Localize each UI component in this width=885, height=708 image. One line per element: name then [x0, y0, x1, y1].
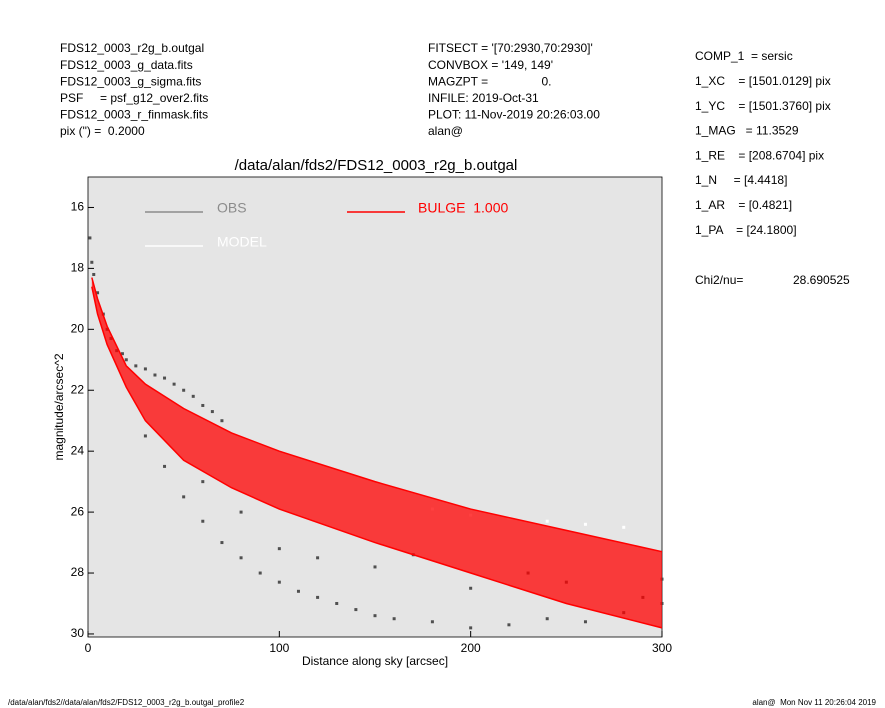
data-point: [134, 364, 138, 368]
data-point: [210, 410, 214, 414]
data-point: [430, 620, 434, 624]
model-band: [91, 277, 663, 628]
data-point: [507, 623, 511, 627]
data-point: [277, 547, 281, 551]
band-upper-edge: [91, 277, 663, 553]
data-point: [373, 614, 377, 618]
y-tick-label: 20: [71, 321, 85, 335]
data-point: [316, 556, 320, 560]
data-point: [296, 589, 300, 593]
data-point: [96, 291, 100, 295]
data-point: [172, 382, 176, 386]
y-tick-label: 24: [71, 443, 85, 457]
y-tick-label: 16: [71, 200, 85, 214]
header-middle-line: PLOT: 11-Nov-2019 20:26:03.00: [428, 108, 600, 122]
x-tick-label: 0: [85, 641, 92, 655]
data-point: [354, 608, 358, 612]
data-point: [316, 595, 320, 599]
data-point: [88, 236, 92, 240]
band-lower-edge: [91, 286, 663, 629]
header-left-line: FDS12_0003_g_data.fits: [60, 58, 193, 72]
data-point: [163, 376, 167, 380]
x-tick-label: 100: [269, 641, 289, 655]
header-left-line: FDS12_0003_r2g_b.outgal: [60, 41, 204, 55]
data-point: [201, 403, 205, 407]
fit-parameter: 1_N = [4.4418]: [695, 173, 787, 187]
data-point: [153, 373, 157, 377]
data-point: [258, 571, 262, 575]
data-point: [469, 626, 473, 630]
header-middle-line: MAGZPT = 0.: [428, 74, 551, 88]
data-point: [583, 620, 587, 624]
chart-title: /data/alan/fds2/FDS12_0003_r2g_b.outgal: [235, 157, 518, 174]
data-point: [373, 565, 377, 569]
data-point: [163, 464, 167, 468]
footer-path: /data/alan/fds2//data/alan/fds2/FDS12_00…: [8, 698, 245, 707]
fit-parameter: 1_RE = [208.6704] pix: [695, 148, 824, 162]
data-point: [220, 419, 224, 423]
data-point: [335, 601, 339, 605]
data-point: [92, 272, 96, 276]
data-point: [392, 617, 396, 621]
data-point: [622, 525, 626, 529]
y-tick-label: 28: [71, 565, 85, 579]
header-left-line: PSF = psf_g12_over2.fits: [60, 91, 208, 105]
header-left-line: FDS12_0003_r_finmask.fits: [60, 108, 208, 122]
data-point: [545, 519, 549, 523]
legend-label: BULGE 1.000: [418, 200, 508, 216]
fit-parameter: 1_AR = [0.4821]: [695, 198, 792, 212]
legend-label: OBS: [217, 200, 247, 216]
data-point: [239, 510, 243, 514]
header-middle-line: alan@: [428, 124, 463, 138]
header-middle-line: INFILE: 2019-Oct-31: [428, 91, 539, 105]
data-point: [182, 388, 186, 392]
chi2-value: 28.690525: [793, 273, 850, 287]
fit-parameter: 1_MAG = 11.3529: [695, 124, 799, 138]
data-point: [201, 480, 205, 484]
header-middle-line: CONVBOX = '149, 149': [428, 58, 553, 72]
fit-parameter: 1_PA = [24.1800]: [695, 223, 797, 237]
y-axis-label: magnitude/arcsec^2: [52, 353, 66, 460]
data-point: [120, 352, 124, 356]
header-left-line: FDS12_0003_g_sigma.fits: [60, 74, 201, 88]
x-tick-label: 300: [652, 641, 672, 655]
header-middle-line: FITSECT = '[70:2930,70:2930]': [428, 41, 593, 55]
data-point: [220, 541, 224, 545]
data-point: [277, 580, 281, 584]
data-point: [469, 586, 473, 590]
data-point: [143, 434, 147, 438]
footer-stamp: alan@ Mon Nov 11 20:26:04 2019: [752, 698, 876, 707]
data-point: [545, 617, 549, 621]
data-point: [143, 367, 147, 371]
header-left-line: pix (") = 0.2000: [60, 124, 145, 138]
chi2-label: Chi2/nu=: [695, 273, 743, 287]
y-tick-label: 18: [71, 261, 85, 275]
fit-parameter: 1_XC = [1501.0129] pix: [695, 74, 831, 88]
fit-parameter: 1_YC = [1501.3760] pix: [695, 99, 831, 113]
data-point: [191, 394, 195, 398]
y-tick-label: 26: [71, 504, 85, 518]
y-tick-label: 22: [71, 382, 85, 396]
legend-label: MODEL: [217, 234, 267, 250]
data-point: [201, 519, 205, 523]
fit-parameter: COMP_1 = sersic: [695, 49, 793, 63]
data-point: [90, 260, 94, 264]
x-tick-label: 200: [461, 641, 481, 655]
data-point: [239, 556, 243, 560]
data-point: [124, 358, 128, 362]
x-axis-label: Distance along sky [arcsec]: [302, 654, 448, 668]
y-tick-label: 30: [71, 626, 85, 640]
data-point: [182, 495, 186, 499]
data-point: [583, 522, 587, 526]
